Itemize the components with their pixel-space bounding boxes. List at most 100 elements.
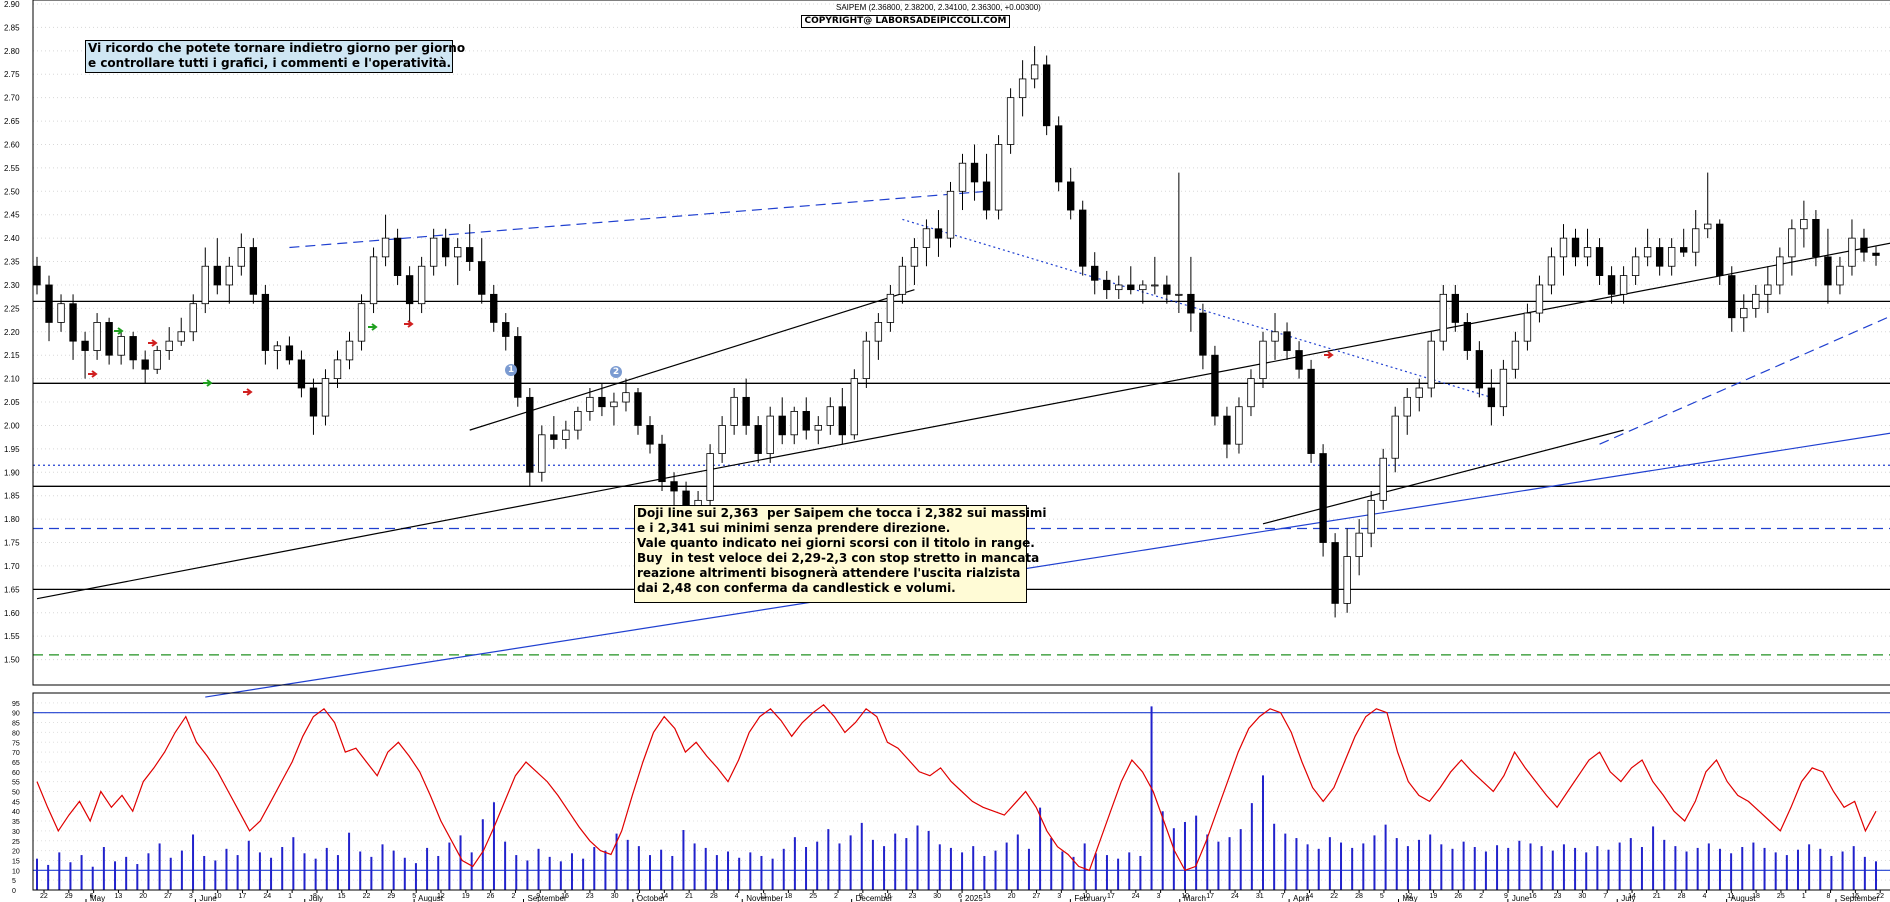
date-tick-label: 15	[338, 893, 346, 900]
candle-body	[1511, 340, 1520, 370]
candle-body	[273, 345, 282, 351]
oscillator-tick-label: 85	[12, 721, 20, 728]
volume-bars	[36, 706, 1877, 890]
candle-body	[1103, 279, 1111, 291]
candle-body	[309, 387, 318, 417]
oscillator-tick-label: 55	[12, 780, 20, 787]
candle-body	[1680, 247, 1688, 253]
month-label: June	[1512, 894, 1530, 902]
candle-body	[1067, 181, 1075, 211]
month-label: November	[746, 894, 783, 902]
signal-arrow-icon	[1324, 351, 1334, 359]
price-tick-label-left: 2.10	[4, 375, 20, 384]
candle-body	[429, 237, 438, 267]
candle-body	[1547, 256, 1556, 286]
candle-body	[129, 336, 137, 361]
candle-body	[1091, 265, 1099, 281]
date-tick-label: 22	[1876, 893, 1884, 900]
date-tick-label: 23	[586, 893, 594, 900]
candle-body	[1139, 284, 1147, 291]
copyright-banner: COPYRIGHT@ LABORSADEIPICCOLI.COM	[801, 15, 1010, 28]
candle-body	[910, 247, 919, 267]
candle-body	[1355, 532, 1363, 557]
candle-body	[249, 247, 258, 295]
candle-body	[862, 340, 871, 380]
candle-body	[466, 247, 474, 262]
candle-body	[922, 228, 931, 248]
candle-body	[1163, 284, 1171, 295]
date-tick-label: 5	[412, 893, 416, 900]
price-tick-label-left: 2.75	[4, 70, 20, 79]
badge-2: 2	[610, 366, 622, 378]
date-tick-label: 24	[263, 893, 271, 900]
candle-body	[562, 429, 570, 440]
candle-body	[1860, 237, 1868, 253]
candle-body	[1379, 457, 1387, 501]
date-tick-label: 29	[387, 893, 395, 900]
oscillator-tick-label: 30	[12, 829, 20, 836]
candle-body	[1006, 97, 1015, 145]
price-tick-label-left: 2.40	[4, 234, 20, 243]
oscillator-tick-label: 90	[12, 711, 20, 718]
date-tick-label: 2	[1479, 893, 1483, 900]
candle-body	[1391, 415, 1399, 459]
candle-body	[1427, 340, 1435, 389]
date-tick-label: 30	[611, 893, 619, 900]
candle-body	[1018, 78, 1027, 99]
candle-body	[478, 261, 486, 295]
trendline	[902, 218, 1492, 398]
candle-body	[454, 247, 462, 258]
candle-body	[970, 162, 979, 183]
candle-body	[1559, 237, 1568, 258]
date-tick-label: 2	[834, 893, 838, 900]
date-tick-label: 7	[636, 893, 640, 900]
month-label: August	[1731, 894, 1757, 902]
candle-body	[1451, 293, 1459, 323]
candle-body	[297, 359, 306, 389]
date-tick-label: 12	[1405, 893, 1413, 900]
candle-body	[1319, 453, 1327, 543]
candle-body	[1619, 275, 1628, 295]
date-tick-label: 17	[1206, 893, 1214, 900]
price-tick-label-left: 1.80	[4, 515, 20, 524]
date-tick-label: 10	[1082, 893, 1090, 900]
price-tick-label-left: 1.65	[4, 585, 20, 594]
candle-body	[526, 396, 534, 473]
price-tick-label-left: 2.35	[4, 258, 20, 267]
candle-body	[490, 293, 498, 323]
date-tick-label: 11	[760, 893, 767, 900]
date-tick-label: 24	[1231, 893, 1239, 900]
signal-arrow-icon	[88, 370, 98, 378]
price-tick-label-left: 2.25	[4, 304, 20, 313]
panel-frames	[32, 0, 1890, 891]
candle-body	[934, 228, 943, 239]
oscillator-tick-label: 75	[12, 740, 20, 747]
candle-body	[502, 322, 510, 337]
date-tick-label: 3	[189, 893, 193, 900]
candle-body	[1704, 223, 1712, 230]
price-tick-label-left: 2.15	[4, 351, 20, 360]
chart-header: SAIPEM (2.36800, 2.38200, 2.34100, 2.363…	[836, 3, 1041, 12]
candle-body	[1499, 368, 1508, 408]
candle-body	[357, 303, 366, 342]
candle-body	[898, 265, 907, 295]
month-label: March	[1184, 894, 1206, 902]
candle-body	[117, 336, 125, 356]
candle-body	[1776, 256, 1784, 286]
month-label: June	[199, 894, 217, 902]
price-tick-label-left: 2.70	[4, 94, 20, 103]
indicator-grid	[33, 702, 1890, 891]
candle-body	[742, 396, 750, 426]
candle-body	[1331, 542, 1339, 604]
date-tick-label: 4	[735, 893, 739, 900]
date-tick-label: 20	[139, 893, 147, 900]
date-tick-label: 22	[363, 893, 371, 900]
candle-body	[574, 410, 582, 431]
price-tick-label-left: 1.85	[4, 492, 20, 501]
date-tick-label: 24	[1132, 893, 1140, 900]
oscillator-tick-label: 0	[12, 888, 16, 895]
candle-body	[1054, 125, 1063, 183]
date-tick-label: 23	[908, 893, 916, 900]
date-tick-label: 6	[90, 893, 94, 900]
